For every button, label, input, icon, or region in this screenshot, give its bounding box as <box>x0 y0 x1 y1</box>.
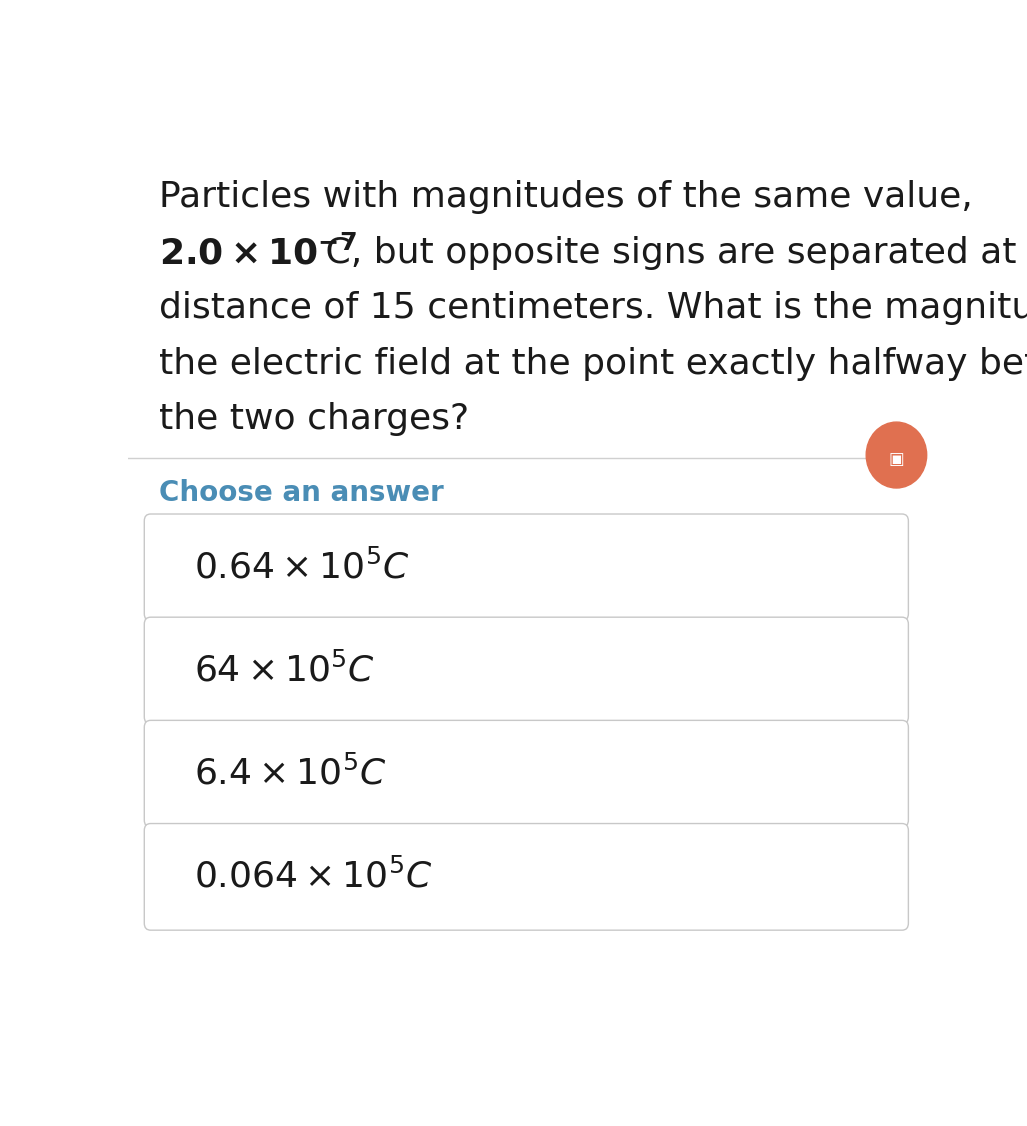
Text: $0.64 \times 10^{5}\mathit{C}$: $0.64 \times 10^{5}\mathit{C}$ <box>194 549 410 586</box>
Circle shape <box>866 422 926 488</box>
FancyBboxPatch shape <box>144 823 909 930</box>
Text: distance of 15 centimeters. What is the magnitude of: distance of 15 centimeters. What is the … <box>158 292 1027 325</box>
FancyBboxPatch shape <box>144 513 909 620</box>
Text: Particles with magnitudes of the same value,: Particles with magnitudes of the same va… <box>158 180 973 214</box>
Text: Choose an answer: Choose an answer <box>158 480 444 508</box>
Text: the electric field at the point exactly halfway between: the electric field at the point exactly … <box>158 347 1027 381</box>
Text: $6.4 \times 10^{5}\mathit{C}$: $6.4 \times 10^{5}\mathit{C}$ <box>194 756 387 792</box>
Text: $64 \times 10^{5}\mathit{C}$: $64 \times 10^{5}\mathit{C}$ <box>194 652 375 689</box>
Text: the two charges?: the two charges? <box>158 402 468 436</box>
Text: $0.064 \times 10^{5}\mathit{C}$: $0.064 \times 10^{5}\mathit{C}$ <box>194 859 432 895</box>
Text: C, but opposite signs are separated at a: C, but opposite signs are separated at a <box>314 235 1027 270</box>
Text: $\mathbf{2.0 \times 10^{-7}}$: $\mathbf{2.0 \times 10^{-7}}$ <box>158 235 356 271</box>
FancyBboxPatch shape <box>144 721 909 826</box>
Text: ▣: ▣ <box>888 449 905 467</box>
FancyBboxPatch shape <box>144 617 909 724</box>
